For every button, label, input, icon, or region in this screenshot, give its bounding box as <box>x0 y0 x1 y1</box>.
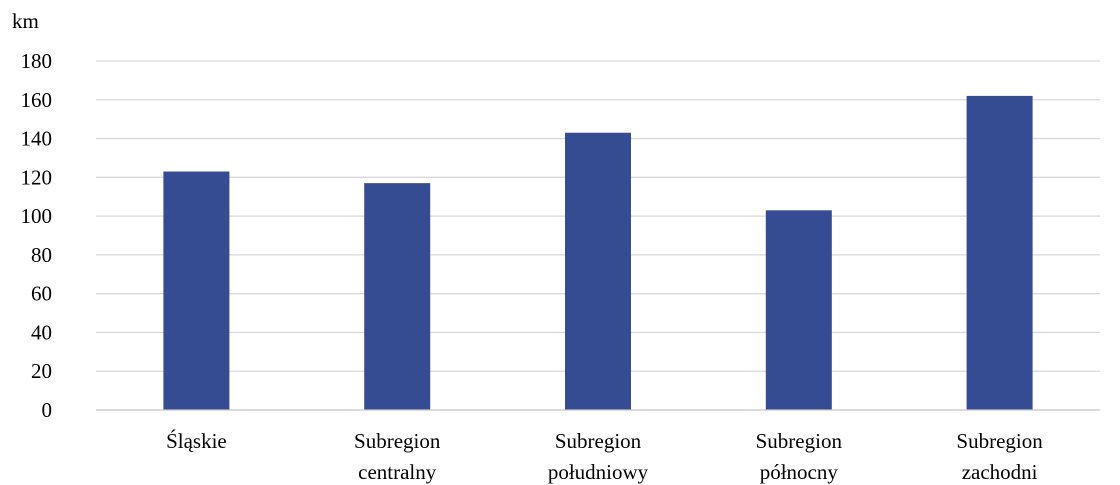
y-unit-label: km <box>12 9 39 33</box>
y-tick-label: 0 <box>42 398 53 422</box>
x-axis-labels: Śląskie Subregion centralny Subregion połudn… <box>166 429 1043 484</box>
bar <box>364 183 431 410</box>
y-tick-label: 100 <box>21 204 53 228</box>
x-tick-label: Subregion północny <box>756 429 843 484</box>
y-tick-label: 180 <box>21 49 53 73</box>
bar <box>765 210 832 410</box>
x-tick-label-line: Subregion <box>756 429 843 453</box>
x-tick-label-line: zachodni <box>962 460 1038 484</box>
x-tick-label-line: północny <box>760 460 839 484</box>
x-tick-label: Subregion zachodni <box>956 429 1043 484</box>
bar <box>565 132 631 410</box>
x-tick-label-line: południowy <box>548 460 649 484</box>
y-tick-label: 160 <box>21 88 53 112</box>
x-tick-label-line: Subregion <box>555 429 642 453</box>
bar <box>163 171 230 410</box>
x-tick-label-line: Subregion <box>354 429 441 453</box>
x-tick-label-line: Śląskie <box>166 429 227 453</box>
x-tick-label: Śląskie <box>166 429 227 453</box>
x-tick-label-line: Subregion <box>956 429 1043 453</box>
bar <box>966 95 1033 411</box>
y-axis-ticks: 0 20 40 60 80 100 120 140 160 180 <box>21 49 53 422</box>
y-tick-label: 140 <box>21 127 53 151</box>
y-tick-label: 80 <box>31 243 52 267</box>
y-tick-label: 60 <box>31 282 52 306</box>
bars <box>163 95 1033 411</box>
y-tick-label: 120 <box>21 165 53 189</box>
y-tick-label: 20 <box>31 359 52 383</box>
x-tick-label-line: centralny <box>358 460 437 484</box>
x-tick-label: Subregion południowy <box>548 429 649 484</box>
y-tick-label: 40 <box>31 320 52 344</box>
x-tick-label: Subregion centralny <box>354 429 441 484</box>
